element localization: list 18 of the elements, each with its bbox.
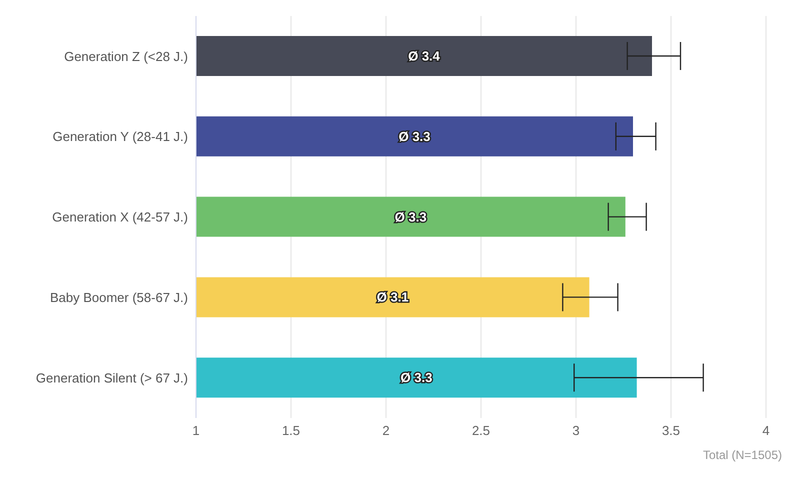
data-label: Ø 3.4 bbox=[408, 48, 441, 64]
y-tick-label: Baby Boomer (58-67 J.) bbox=[50, 290, 188, 306]
x-tick-label: 2 bbox=[382, 423, 390, 438]
y-tick-label: Generation Silent (> 67 J.) bbox=[36, 370, 188, 386]
data-label: Ø 3.3 bbox=[400, 370, 432, 386]
y-tick-label: Generation Z (<28 J.) bbox=[64, 48, 188, 64]
x-tick-label: 3.5 bbox=[662, 423, 680, 438]
x-tick-label: 3 bbox=[572, 423, 580, 438]
x-tick-label: 2.5 bbox=[472, 423, 490, 438]
y-tick-label: Generation Y (28-41 J.) bbox=[52, 129, 188, 144]
data-label: Ø 3.1 bbox=[376, 290, 409, 305]
x-tick-label: 4 bbox=[762, 423, 770, 438]
x-tick-label: 1.5 bbox=[282, 423, 300, 438]
data-label: Ø 3.3 bbox=[394, 209, 427, 224]
x-axis-title: Total (N=1505) bbox=[702, 448, 782, 462]
y-tick-label: Generation X (42-57 J.) bbox=[52, 210, 188, 225]
data-label: Ø 3.3 bbox=[398, 128, 430, 144]
x-tick-label: 1 bbox=[192, 423, 200, 438]
